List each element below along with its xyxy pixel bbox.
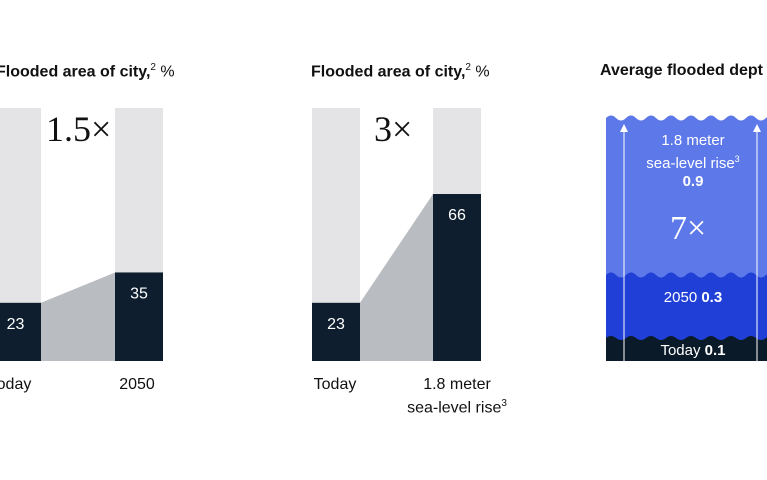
chart1-value-label-1: 35	[130, 285, 148, 302]
chart1-title: Flooded area of city,2 %	[0, 62, 175, 81]
depth-label-today: Today 0.1	[660, 342, 726, 359]
chart1-value-label-0: 23	[7, 316, 25, 333]
chart2-value-label-0: 23	[327, 316, 345, 333]
chart1-x-label-2050: 2050	[119, 376, 155, 393]
depth-arrow-head-0	[620, 124, 628, 132]
chart1-multiplier: 1.5×	[46, 109, 112, 149]
depth-multiplier: 7×	[670, 210, 707, 247]
chart2-bar-1	[433, 194, 481, 361]
chart2-title: Flooded area of city,2 %	[311, 62, 490, 81]
chart2-x-label-sea-level: 1.8 meter sea-level rise3	[407, 376, 507, 417]
depth-label-2050: 2050 0.3	[663, 289, 723, 306]
chart1-bar-1	[115, 272, 163, 361]
depth-today-area	[606, 336, 767, 361]
chart3-title: Average flooded dept	[600, 62, 763, 79]
chart2-multiplier: 3×	[374, 109, 413, 149]
chart1-x-label-today: Today	[0, 376, 32, 393]
chart1-bar-0	[0, 302, 41, 361]
chart1-connector-area	[41, 272, 115, 361]
chart2-bar-0	[312, 302, 360, 361]
chart2-value-label-1: 66	[448, 207, 466, 224]
depth-arrow-head-1	[753, 124, 761, 132]
chart2-connector-area	[360, 194, 433, 361]
chart2-x-label-today: Today	[313, 376, 357, 393]
depth-label-sea-level: 1.8 meter sea-level rise3 0.9	[646, 132, 740, 190]
